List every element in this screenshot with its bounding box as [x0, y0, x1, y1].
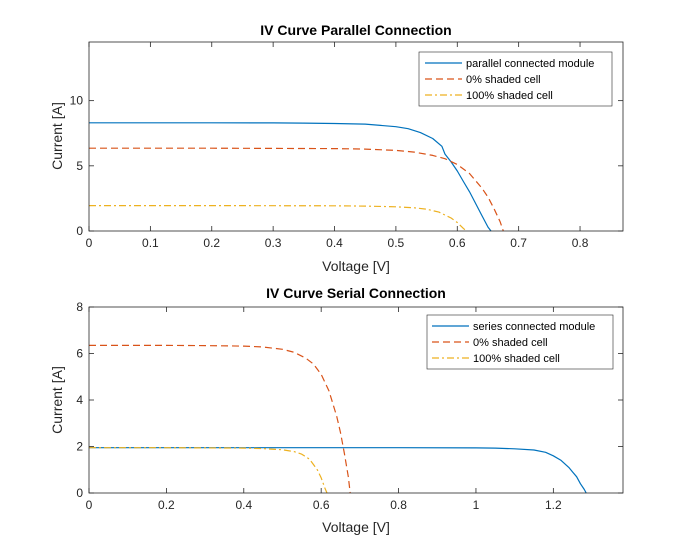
legend-label-series-module: series connected module — [473, 321, 595, 333]
x-tick-label: 0.1 — [142, 236, 159, 250]
y-tick-label: 0 — [76, 486, 83, 500]
x-tick-label: 0 — [86, 498, 93, 512]
x-tick-label: 0.8 — [390, 498, 407, 512]
x-tick-label: 0.2 — [203, 236, 220, 250]
x-tick-label: 1.2 — [545, 498, 562, 512]
y-axis-ticks: 0 5 10 — [70, 94, 623, 238]
y-tick-label: 2 — [76, 440, 83, 454]
legend-label-parallel-module: parallel connected module — [466, 58, 594, 70]
y-tick-label: 5 — [76, 159, 83, 173]
legend: series connected module 0% shaded cell 1… — [426, 314, 614, 370]
x-tick-label: 0.8 — [572, 236, 589, 250]
x-tick-label: 1 — [473, 498, 480, 512]
x-tick-label: 0.4 — [235, 498, 252, 512]
x-tick-label: 0.5 — [388, 236, 405, 250]
legend-label-100pct-shaded: 100% shaded cell — [473, 353, 560, 365]
y-tick-label: 8 — [76, 300, 83, 314]
x-tick-label: 0.6 — [449, 236, 466, 250]
series-line-1 — [89, 122, 492, 232]
x-tick-label: 0.6 — [313, 498, 330, 512]
legend-label-0pct-shaded: 0% shaded cell — [473, 337, 548, 349]
series-layer — [89, 122, 504, 232]
y-axis-label: Current [A] — [49, 366, 65, 434]
y-tick-label: 0 — [76, 224, 83, 238]
plot-area-border — [88, 306, 624, 494]
chart-parallel-connection: IV Curve Parallel Connection Voltage [V]… — [49, 22, 624, 274]
y-axis-ticks: 0 2 4 6 8 — [76, 300, 623, 500]
y-axis-label: Current [A] — [49, 102, 65, 170]
legend-label-100pct-shaded: 100% shaded cell — [466, 90, 553, 102]
series-line-3 — [89, 205, 467, 232]
series-layer — [89, 344, 587, 494]
x-axis-label: Voltage [V] — [322, 519, 390, 535]
x-tick-label: 0.3 — [265, 236, 282, 250]
x-tick-label: 0 — [86, 236, 93, 250]
series-line-1 — [89, 447, 587, 494]
y-tick-label: 4 — [76, 393, 83, 407]
chart-title: IV Curve Serial Connection — [266, 285, 446, 301]
series-line-3 — [89, 447, 328, 494]
x-tick-label: 0.4 — [326, 236, 343, 250]
legend: parallel connected module 0% shaded cell… — [418, 51, 613, 107]
plot-area-border — [88, 41, 624, 232]
chart-serial-connection: IV Curve Serial Connection Voltage [V] C… — [49, 285, 624, 535]
y-tick-label: 6 — [76, 347, 83, 361]
x-tick-label: 0.2 — [158, 498, 175, 512]
y-tick-label: 10 — [70, 94, 84, 108]
series-line-2 — [89, 147, 504, 232]
legend-label-0pct-shaded: 0% shaded cell — [466, 74, 541, 86]
chart-title: IV Curve Parallel Connection — [260, 22, 451, 38]
x-tick-label: 0.7 — [510, 236, 527, 250]
x-axis-label: Voltage [V] — [322, 258, 390, 274]
series-line-2 — [89, 344, 351, 494]
